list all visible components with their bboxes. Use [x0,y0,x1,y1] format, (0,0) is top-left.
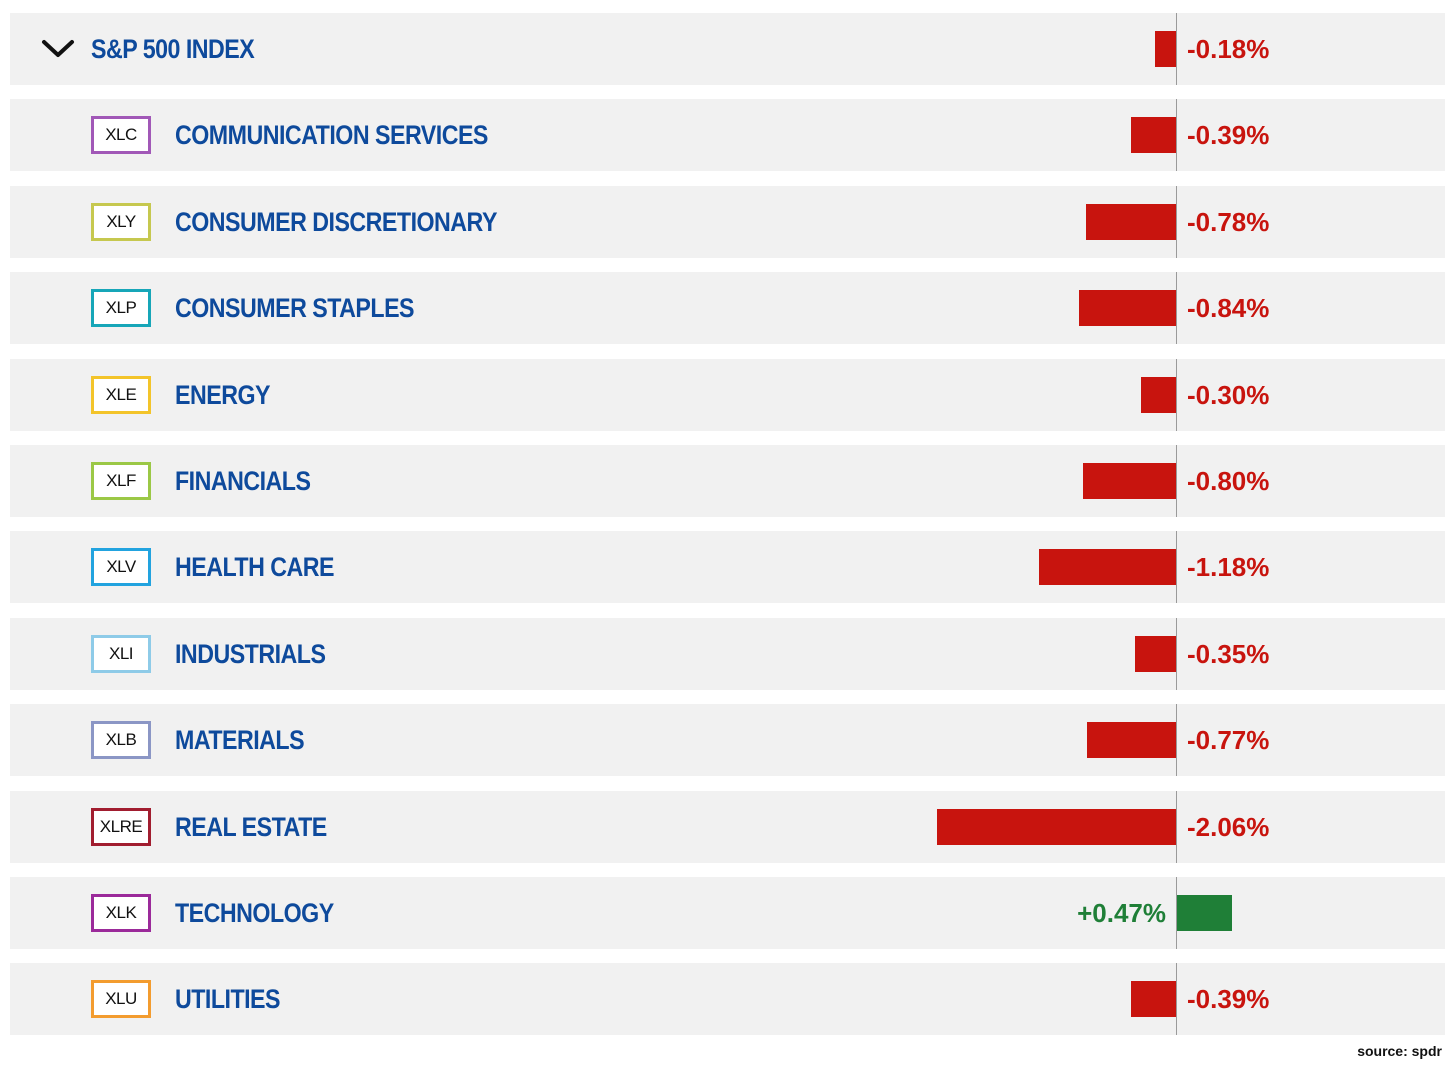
sector-name: HEALTH CARE [175,552,335,582]
zero-axis-line [1176,99,1177,171]
zero-axis-line [1176,531,1177,603]
index-row[interactable]: S&P 500 INDEX -0.18% [10,13,1445,85]
sector-name: UTILITIES [175,984,281,1014]
change-bar [1079,290,1176,326]
sector-row[interactable]: XLRE REAL ESTATE -2.06% [10,791,1445,863]
sector-row[interactable]: XLE ENERGY -0.30% [10,359,1445,431]
sector-row[interactable]: XLU UTILITIES -0.39% [10,963,1445,1035]
sector-name: FINANCIALS [175,466,311,496]
ticker-badge: XLC [91,116,151,154]
change-bar [1177,895,1232,931]
change-value: -1.18% [1187,552,1270,582]
sector-name: INDUSTRIALS [175,639,326,669]
sector-row[interactable]: XLY CONSUMER DISCRETIONARY -0.78% [10,186,1445,258]
zero-axis-line [1176,618,1177,690]
sector-name: TECHNOLOGY [175,898,334,928]
sector-name: REAL ESTATE [175,812,327,842]
zero-axis-line [1176,963,1177,1035]
source-note: source: spdr [1357,1043,1442,1059]
ticker-badge: XLI [91,635,151,673]
change-bar [1131,981,1176,1017]
change-value: -0.35% [1187,639,1270,669]
sector-row[interactable]: XLV HEALTH CARE -1.18% [10,531,1445,603]
ticker-badge: XLRE [91,808,151,846]
change-bar [1087,722,1176,758]
ticker-badge: XLY [91,203,151,241]
zero-axis-line [1176,791,1177,863]
ticker-badge: XLU [91,980,151,1018]
sector-name: CONSUMER DISCRETIONARY [175,207,497,237]
sector-row[interactable]: XLF FINANCIALS -0.80% [10,445,1445,517]
ticker-badge: XLE [91,376,151,414]
change-value: -2.06% [1187,812,1270,842]
sector-name: COMMUNICATION SERVICES [175,120,488,150]
change-bar [1141,377,1176,413]
ticker-badge: XLK [91,894,151,932]
change-value: -0.77% [1187,725,1270,755]
change-bar [1083,463,1176,499]
index-name: S&P 500 INDEX [91,34,255,64]
zero-axis-line [1176,704,1177,776]
ticker-badge: XLP [91,289,151,327]
zero-axis-line [1176,445,1177,517]
change-bar [1039,549,1176,585]
sector-row[interactable]: XLB MATERIALS -0.77% [10,704,1445,776]
change-bar [937,809,1176,845]
change-bar [1155,31,1176,67]
change-value: -0.84% [1187,293,1270,323]
ticker-badge: XLF [91,462,151,500]
sector-row[interactable]: XLC COMMUNICATION SERVICES -0.39% [10,99,1445,171]
change-bar [1131,117,1176,153]
change-value: -0.80% [1187,466,1270,496]
sector-row[interactable]: XLK TECHNOLOGY +0.47% [10,877,1445,949]
zero-axis-line [1176,359,1177,431]
change-value: -0.30% [1187,380,1270,410]
change-value: -0.39% [1187,120,1270,150]
ticker-badge: XLV [91,548,151,586]
sector-row[interactable]: XLP CONSUMER STAPLES -0.84% [10,272,1445,344]
sector-row[interactable]: XLI INDUSTRIALS -0.35% [10,618,1445,690]
change-bar [1135,636,1176,672]
change-value: -0.18% [1187,34,1270,64]
sector-name: MATERIALS [175,725,305,755]
ticker-badge: XLB [91,721,151,759]
zero-axis-line [1176,272,1177,344]
zero-axis-line [1176,877,1177,949]
sector-name: CONSUMER STAPLES [175,293,415,323]
chevron-down-icon[interactable] [40,37,76,61]
change-value: -0.39% [1187,984,1270,1014]
change-value: -0.78% [1187,207,1270,237]
change-value: +0.47% [1077,898,1166,928]
zero-axis-line [1176,186,1177,258]
change-bar [1086,204,1176,240]
sector-name: ENERGY [175,380,270,410]
zero-axis-line [1176,13,1177,85]
